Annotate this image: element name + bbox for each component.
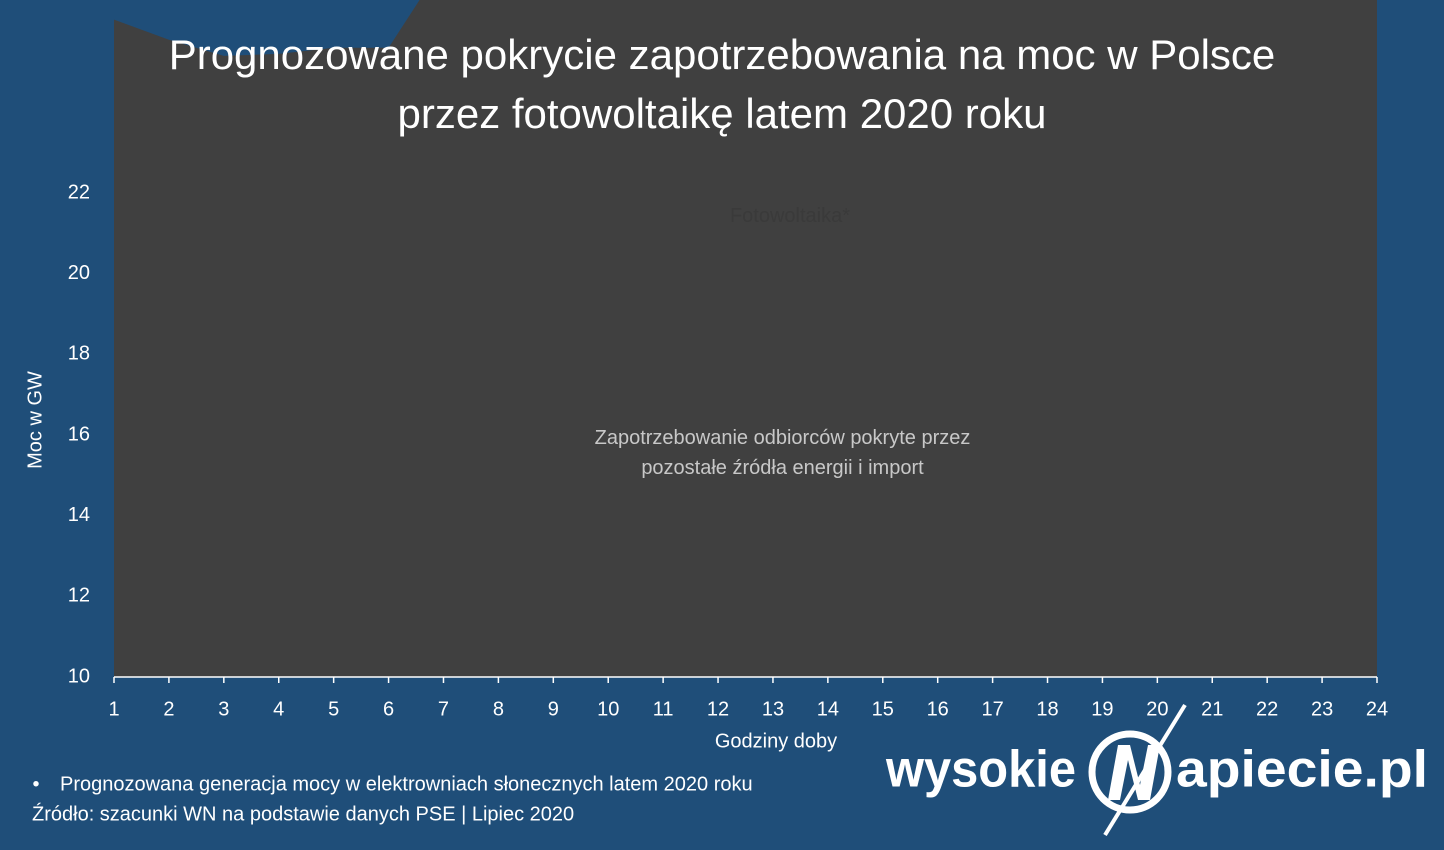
- y-tick-label: 22: [68, 181, 90, 203]
- x-tick-label: 3: [218, 698, 229, 720]
- area: [114, 0, 1377, 677]
- x-tick-label: 9: [548, 698, 559, 720]
- y-tick-label: 20: [68, 262, 90, 284]
- logo-text: wysokie: [885, 741, 1076, 799]
- x-tick-label: 13: [762, 698, 784, 720]
- x-tick-label: 15: [872, 698, 894, 720]
- x-tick-label: 18: [1036, 698, 1058, 720]
- chart-title: Prognozowane pokrycie zapotrzebowania na…: [169, 31, 1276, 78]
- chart-title: przez fotowoltaikę latem 2020 roku: [397, 90, 1046, 137]
- x-tick-label: 4: [273, 698, 284, 720]
- x-tick-label: 2: [163, 698, 174, 720]
- x-tick-label: 12: [707, 698, 729, 720]
- x-tick-label: 17: [981, 698, 1003, 720]
- x-tick-label: 7: [438, 698, 449, 720]
- x-tick-label: 22: [1256, 698, 1278, 720]
- y-axis-label: Moc w GW: [24, 371, 46, 469]
- logo-text: apiecie.pl: [1176, 741, 1428, 799]
- x-tick-label: 14: [817, 698, 839, 720]
- x-tick-label: 20: [1146, 698, 1168, 720]
- y-tick-label: 16: [68, 423, 90, 445]
- x-axis-label: Godziny doby: [715, 730, 837, 752]
- x-tick-label: 21: [1201, 698, 1223, 720]
- x-tick-label: 10: [597, 698, 619, 720]
- x-tick-label: 6: [383, 698, 394, 720]
- series-label: Fotowoltaika*: [729, 205, 851, 227]
- x-tick-label: 5: [328, 698, 339, 720]
- y-tick-label: 12: [68, 585, 90, 607]
- x-tick-label: 1: [108, 698, 119, 720]
- y-tick-label: 14: [68, 504, 90, 526]
- y-tick-label: 18: [68, 343, 90, 365]
- x-tick-label: 24: [1366, 698, 1388, 720]
- footnote: Prognozowana generacja mocy w elektrowni…: [60, 773, 753, 795]
- y-tick-label: 10: [68, 665, 90, 687]
- x-tick-label: 19: [1091, 698, 1113, 720]
- source: Źródło: szacunki WN na podstawie danych …: [32, 802, 574, 825]
- x-tick-label: 8: [493, 698, 504, 720]
- series-label: Zapotrzebowanie odbiorców pokryte przez …: [594, 427, 971, 479]
- bullet: •: [32, 773, 39, 795]
- x-tick-label: 11: [653, 698, 674, 720]
- logo-icon: [1088, 703, 1187, 837]
- x-tick-label: 23: [1311, 698, 1333, 720]
- x-tick-label: 16: [927, 698, 949, 720]
